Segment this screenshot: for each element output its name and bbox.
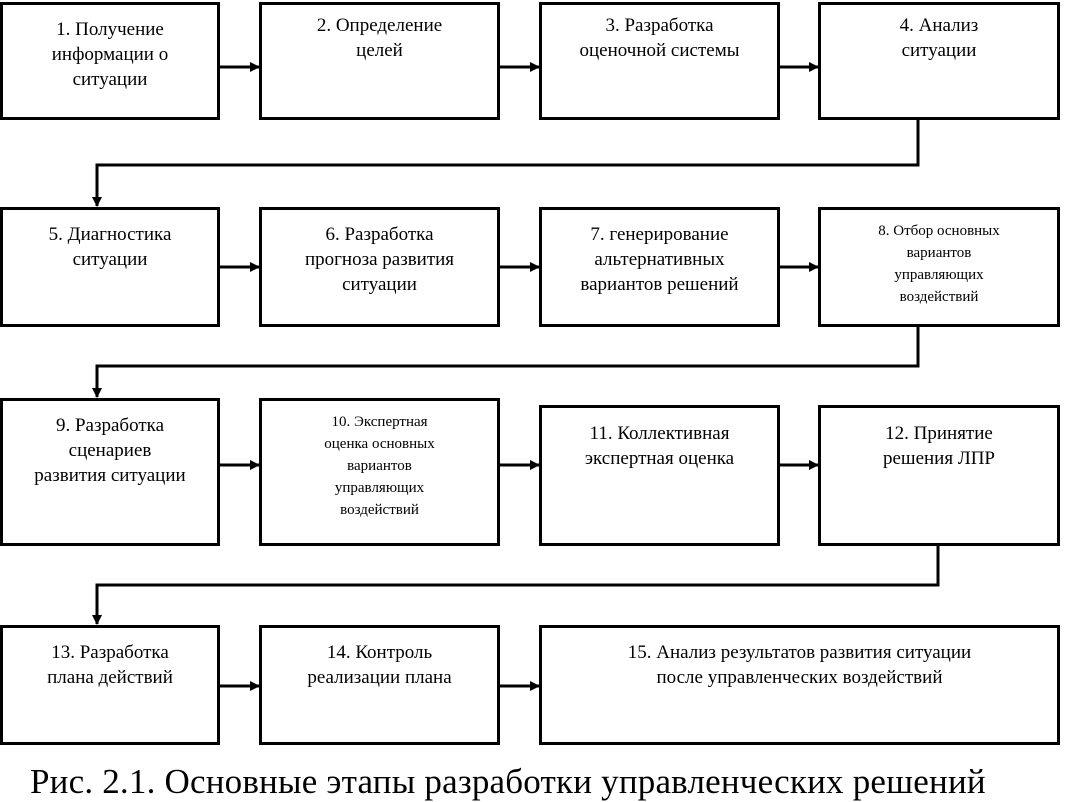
arrow-8-9 <box>92 326 920 398</box>
step-1: 1. Получение информации о ситуации <box>0 2 220 120</box>
step-7: 7. генерирование альтернативных варианто… <box>539 207 780 327</box>
step-11: 11. Коллективная экспертная оценка <box>539 405 780 546</box>
step-9: 9. Разработка сценариев развития ситуаци… <box>0 398 220 546</box>
step-6: 6. Разработка прогноза развития ситуации <box>259 207 500 327</box>
step-15: 15. Анализ результатов развития ситуации… <box>539 625 1060 745</box>
step-5: 5. Диагностика ситуации <box>0 207 220 327</box>
step-2: 2. Определение целей <box>259 2 500 120</box>
arrow-4-5 <box>92 119 920 207</box>
step-10: 10. Экспертная оценка основных вариантов… <box>259 398 500 546</box>
step-12: 12. Принятие решения ЛПР <box>818 405 1060 546</box>
step-13: 13. Разработка плана действий <box>0 625 220 745</box>
step-14: 14. Контроль реализации плана <box>259 625 500 745</box>
figure-caption: Рис. 2.1. Основные этапы разработки упра… <box>30 762 986 801</box>
step-4: 4. Анализ ситуации <box>818 2 1060 120</box>
step-8: 8. Отбор основных вариантов управляющих … <box>818 207 1060 327</box>
arrow-12-13 <box>92 545 940 625</box>
step-3: 3. Разработка оценочной системы <box>539 2 780 120</box>
